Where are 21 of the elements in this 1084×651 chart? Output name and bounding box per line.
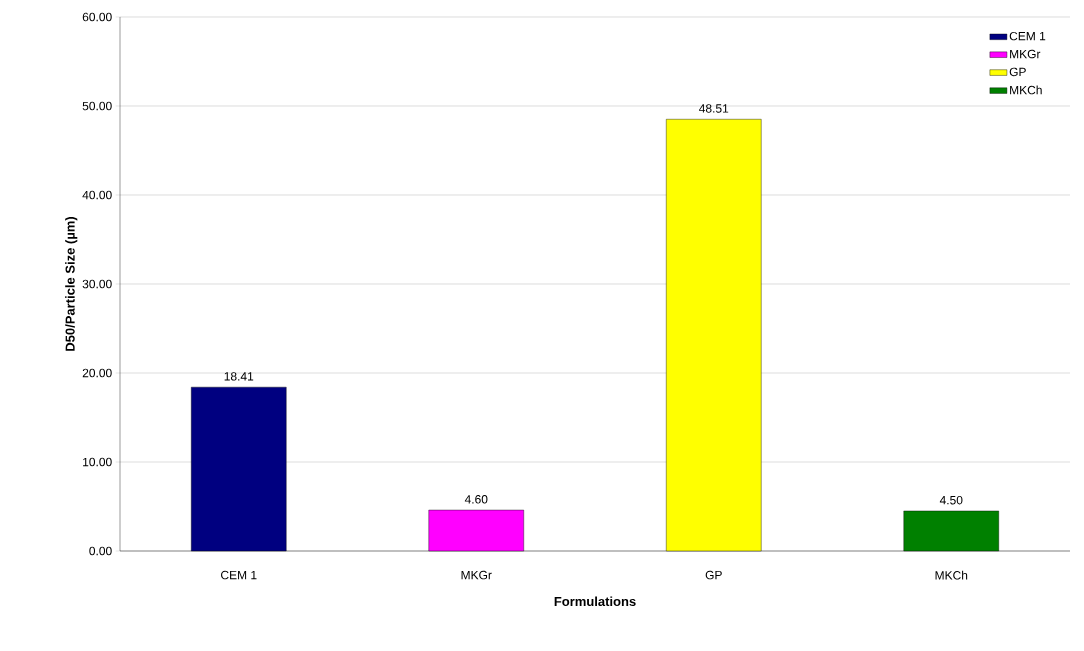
x-tick-label: MKGr [461,570,492,580]
y-tick-label: 0.00 [89,546,112,556]
data-label: 48.51 [699,104,729,113]
x-tick-label: MKCh [935,570,968,580]
legend-label: MKCh [1010,85,1042,95]
x-axis-title: Formulations [554,596,636,607]
x-tick-label: GP [705,570,722,580]
legend-label: CEM 1 [1009,31,1046,41]
legend-label: MKGr [1010,49,1041,59]
y-tick-label: 30.00 [82,279,112,289]
x-tick-label: CEM 1 [221,570,257,580]
y-axis-title: D50/Particle Size (µm) [65,216,78,351]
data-label: 18.41 [224,372,254,381]
y-tick-label: 40.00 [82,190,112,200]
data-label: 4.60 [464,495,488,504]
y-tick-label: 50.00 [82,101,112,111]
y-tick-label: 10.00 [83,457,112,467]
y-tick-label: 60.00 [82,12,112,22]
y-tick-label: 20.00 [82,368,112,378]
legend-label: GP [1009,67,1026,77]
data-label: 4.50 [939,495,963,505]
